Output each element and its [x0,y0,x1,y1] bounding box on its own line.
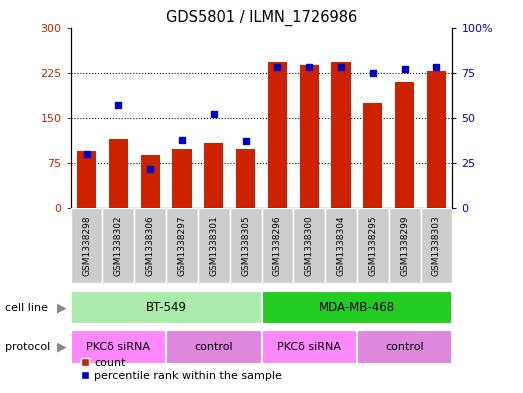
Bar [420,208,452,283]
Text: GSM1338306: GSM1338306 [145,215,155,276]
Text: GSM1338302: GSM1338302 [114,215,123,276]
Bar [300,65,319,208]
Text: GSM1338301: GSM1338301 [209,215,218,276]
Text: GSM1338305: GSM1338305 [241,215,250,276]
Text: GSM1338299: GSM1338299 [400,215,409,276]
Bar [332,62,350,208]
Text: PKCδ siRNA: PKCδ siRNA [86,342,150,352]
Bar [268,62,287,208]
Legend: count, percentile rank within the sample: count, percentile rank within the sample [76,353,286,386]
Bar [395,82,414,208]
Bar [109,139,128,208]
Text: GSM1338295: GSM1338295 [368,215,378,276]
Bar [134,208,166,283]
Bar [293,208,325,283]
Text: GSM1338300: GSM1338300 [305,215,314,276]
Bar [77,151,96,208]
Bar [427,71,446,208]
Bar [198,208,230,283]
Text: cell line: cell line [5,303,48,312]
Bar [204,143,223,208]
Bar [103,208,134,283]
Bar [262,291,452,324]
Bar [389,208,420,283]
Text: MDA-MB-468: MDA-MB-468 [319,301,395,314]
Bar [166,208,198,283]
Bar [325,208,357,283]
Bar [71,330,166,364]
Text: ▶: ▶ [57,301,66,314]
Text: control: control [195,342,233,352]
Bar [173,149,191,208]
Bar [230,208,262,283]
Text: GSM1338297: GSM1338297 [177,215,187,276]
Bar [262,208,293,283]
Text: GSM1338304: GSM1338304 [336,215,346,276]
Text: control: control [385,342,424,352]
Text: GSM1338296: GSM1338296 [273,215,282,276]
Bar [71,291,262,324]
Bar [363,103,382,208]
Bar [262,330,357,364]
Bar [236,149,255,208]
Text: ▶: ▶ [57,340,66,353]
Text: GSM1338298: GSM1338298 [82,215,91,276]
Text: GSM1338303: GSM1338303 [432,215,441,276]
Text: BT-549: BT-549 [145,301,187,314]
Bar [357,208,389,283]
Text: GDS5801 / ILMN_1726986: GDS5801 / ILMN_1726986 [166,10,357,26]
Bar [166,330,262,364]
Text: PKCδ siRNA: PKCδ siRNA [277,342,341,352]
Text: protocol: protocol [5,342,51,352]
Bar [71,208,103,283]
Bar [141,155,160,208]
Bar [357,330,452,364]
